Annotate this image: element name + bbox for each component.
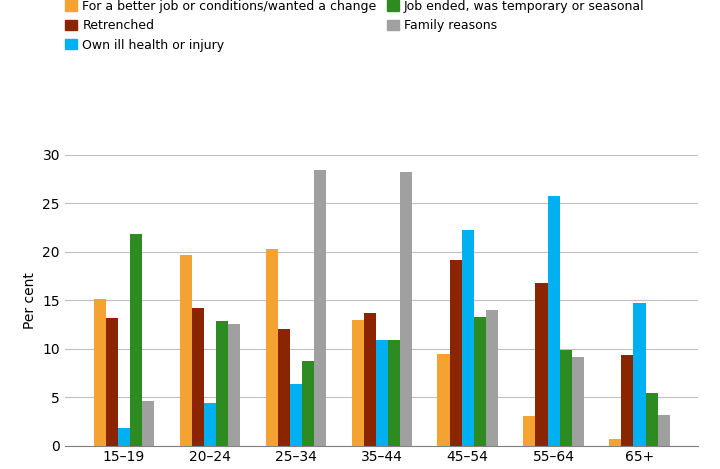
Bar (142, 401, 154, 446)
Bar (536, 283, 547, 446)
Bar (523, 416, 536, 446)
Bar (94, 299, 106, 446)
Bar (547, 197, 559, 446)
Bar (130, 234, 142, 446)
Y-axis label: Per cent: Per cent (23, 272, 37, 329)
Bar (117, 428, 130, 446)
Bar (302, 361, 314, 446)
Legend: For a better job or conditions/wanted a change, Retrenched, Own ill health or in: For a better job or conditions/wanted a … (65, 0, 644, 52)
Bar (400, 172, 412, 446)
Bar (106, 318, 117, 446)
Bar (376, 340, 387, 446)
Bar (657, 415, 670, 446)
Bar (485, 310, 498, 446)
Bar (621, 356, 634, 446)
Bar (646, 393, 657, 446)
Bar (609, 439, 621, 446)
Bar (462, 230, 474, 446)
Bar (438, 355, 449, 446)
Bar (351, 319, 364, 446)
Bar (634, 303, 646, 446)
Bar (204, 403, 216, 446)
Bar (228, 325, 240, 446)
Bar (216, 320, 228, 446)
Bar (179, 255, 192, 446)
Bar (559, 349, 572, 446)
Bar (314, 170, 325, 446)
Bar (449, 260, 462, 446)
Bar (474, 317, 485, 446)
Bar (572, 357, 584, 446)
Bar (192, 308, 204, 446)
Bar (289, 384, 302, 446)
Bar (278, 329, 289, 446)
Bar (266, 249, 278, 446)
Bar (387, 340, 400, 446)
Bar (364, 313, 376, 446)
